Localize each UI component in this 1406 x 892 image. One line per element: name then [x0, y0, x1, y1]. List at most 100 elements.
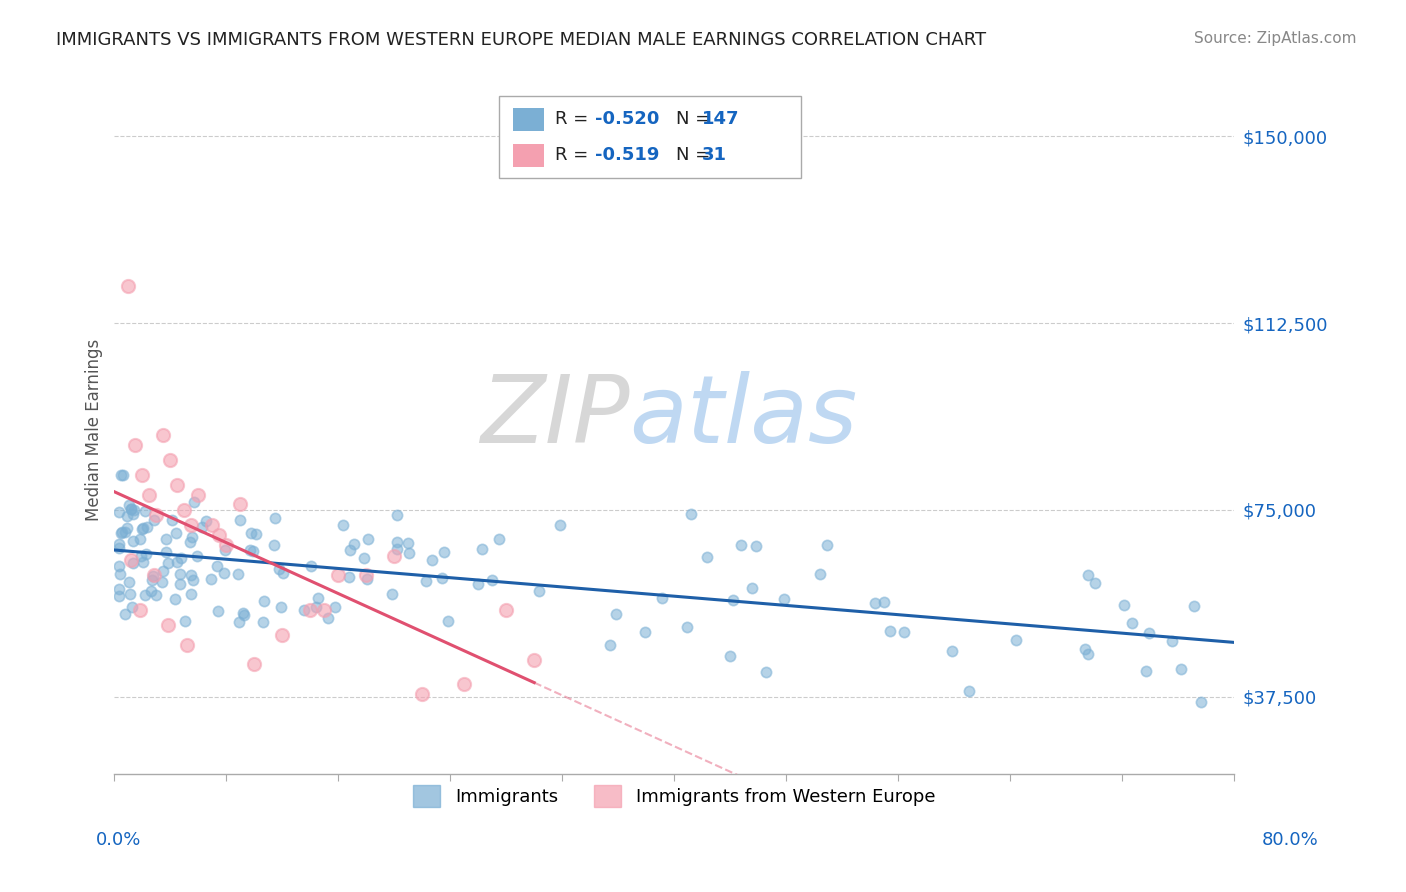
Point — [356, 568, 378, 582]
Point — [157, 556, 180, 570]
Point — [301, 559, 323, 574]
Point — [430, 571, 453, 585]
Point — [120, 587, 142, 601]
Point — [495, 602, 517, 616]
Point — [183, 495, 205, 509]
Point — [523, 652, 546, 666]
Point — [165, 525, 187, 540]
Point — [129, 549, 152, 564]
Point — [772, 591, 794, 606]
Point — [110, 468, 132, 483]
Point — [187, 488, 209, 502]
Point — [120, 501, 142, 516]
Point — [108, 566, 131, 581]
Point — [382, 549, 405, 563]
Point — [141, 584, 163, 599]
Point — [696, 550, 718, 565]
Point — [135, 547, 157, 561]
Point — [1182, 599, 1205, 614]
Point — [332, 518, 354, 533]
Point — [527, 584, 550, 599]
Point — [110, 525, 132, 540]
Point — [160, 513, 183, 527]
Point — [159, 453, 181, 467]
Point — [134, 588, 156, 602]
Point — [152, 564, 174, 578]
Point — [200, 572, 222, 586]
Point — [115, 521, 138, 535]
Point — [957, 684, 980, 698]
Point — [145, 588, 167, 602]
Point — [941, 643, 963, 657]
Point — [132, 555, 155, 569]
Point — [387, 508, 409, 523]
Point — [873, 594, 896, 608]
Point — [118, 498, 141, 512]
Point — [121, 599, 143, 614]
Point — [471, 541, 494, 556]
Point — [208, 528, 231, 542]
Text: 0.0%: 0.0% — [96, 831, 141, 849]
Point — [328, 568, 350, 582]
Text: 31: 31 — [702, 146, 727, 164]
Point — [1077, 647, 1099, 661]
Point — [436, 614, 458, 628]
Point — [155, 533, 177, 547]
Point — [292, 603, 315, 617]
Point — [1137, 626, 1160, 640]
Point — [141, 573, 163, 587]
Point — [1135, 665, 1157, 679]
Point — [488, 532, 510, 546]
Point — [599, 638, 621, 652]
Point — [815, 538, 838, 552]
Point — [453, 677, 475, 691]
Point — [229, 496, 252, 510]
Point — [112, 468, 135, 483]
Point — [269, 562, 291, 576]
Point — [176, 638, 198, 652]
Text: N =: N = — [676, 111, 710, 128]
Point — [169, 566, 191, 581]
Point — [169, 577, 191, 591]
Point — [107, 589, 129, 603]
Point — [215, 538, 238, 552]
Point — [128, 532, 150, 546]
Point — [271, 627, 294, 641]
Point — [357, 532, 380, 546]
Point — [356, 572, 378, 586]
Point — [755, 665, 778, 679]
Point — [721, 593, 744, 607]
Point — [107, 559, 129, 574]
Point — [1114, 599, 1136, 613]
Point — [252, 615, 274, 630]
Point — [1074, 641, 1097, 656]
Point — [232, 608, 254, 623]
Point — [114, 607, 136, 622]
Point — [180, 530, 202, 544]
Point — [396, 536, 419, 550]
Text: -0.519: -0.519 — [595, 146, 659, 164]
Point — [239, 526, 262, 541]
Point — [398, 546, 420, 560]
Point — [214, 543, 236, 558]
Point — [107, 537, 129, 551]
Point — [323, 599, 346, 614]
Point — [142, 513, 165, 527]
Point — [271, 566, 294, 580]
Point — [156, 617, 179, 632]
Point — [863, 596, 886, 610]
Point — [170, 551, 193, 566]
Point — [134, 504, 156, 518]
Point — [180, 568, 202, 582]
Point — [108, 541, 131, 555]
Point — [152, 428, 174, 442]
Point — [242, 543, 264, 558]
Point — [122, 556, 145, 570]
Point — [1005, 632, 1028, 647]
Point — [411, 687, 433, 701]
Point — [207, 604, 229, 618]
Point — [314, 602, 336, 616]
Point — [339, 543, 361, 558]
Point — [1121, 616, 1143, 631]
Point — [179, 535, 201, 549]
